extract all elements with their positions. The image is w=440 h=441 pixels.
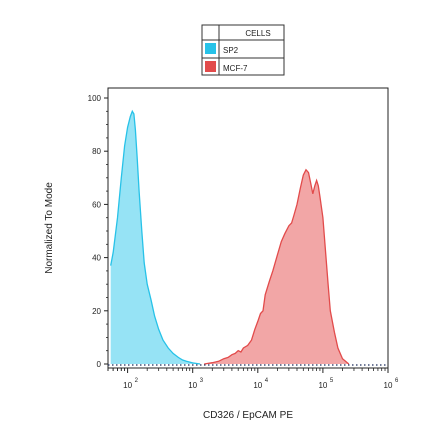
series-area-sp2 [110, 111, 201, 364]
y-tick-label: 80 [92, 147, 101, 156]
x-tick-label: 10 [384, 381, 393, 390]
legend-label-mcf7: MCF-7 [223, 64, 248, 73]
x-tick-label: 10 [188, 381, 197, 390]
y-tick-label: 60 [92, 200, 101, 209]
y-tick-label: 100 [88, 94, 102, 103]
y-axis-label: Normalized To Mode [44, 182, 55, 274]
legend-swatch-mcf7 [205, 61, 216, 72]
x-tick-exponent: 6 [395, 378, 399, 384]
series-layer [108, 109, 388, 366]
x-axis-label: CD326 / EpCAM PE [203, 410, 293, 421]
y-axis: 0 20 40 60 80 100 [88, 94, 108, 369]
y-tick-label: 40 [92, 254, 101, 263]
series-line-mcf7 [204, 168, 350, 365]
x-axis: 10 2 10 3 10 4 10 5 10 6 [107, 368, 399, 390]
x-tick-exponent: 5 [330, 378, 334, 384]
legend-swatch-sp2 [205, 43, 216, 54]
legend: CELLS SP2 MCF-7 [201, 24, 285, 76]
series-area-mcf7 [204, 169, 349, 364]
x-tick-exponent: 4 [265, 378, 269, 384]
x-tick-label: 10 [123, 381, 132, 390]
x-tick-label: 10 [253, 381, 262, 390]
x-tick-exponent: 3 [200, 378, 204, 384]
legend-label-sp2: SP2 [223, 46, 239, 55]
x-tick-exponent: 2 [135, 378, 139, 384]
legend-header: CELLS [245, 29, 270, 38]
y-tick-label: 0 [97, 360, 102, 369]
y-tick-label: 20 [92, 307, 101, 316]
x-tick-label: 10 [318, 381, 327, 390]
series-line-sp2 [110, 109, 201, 365]
